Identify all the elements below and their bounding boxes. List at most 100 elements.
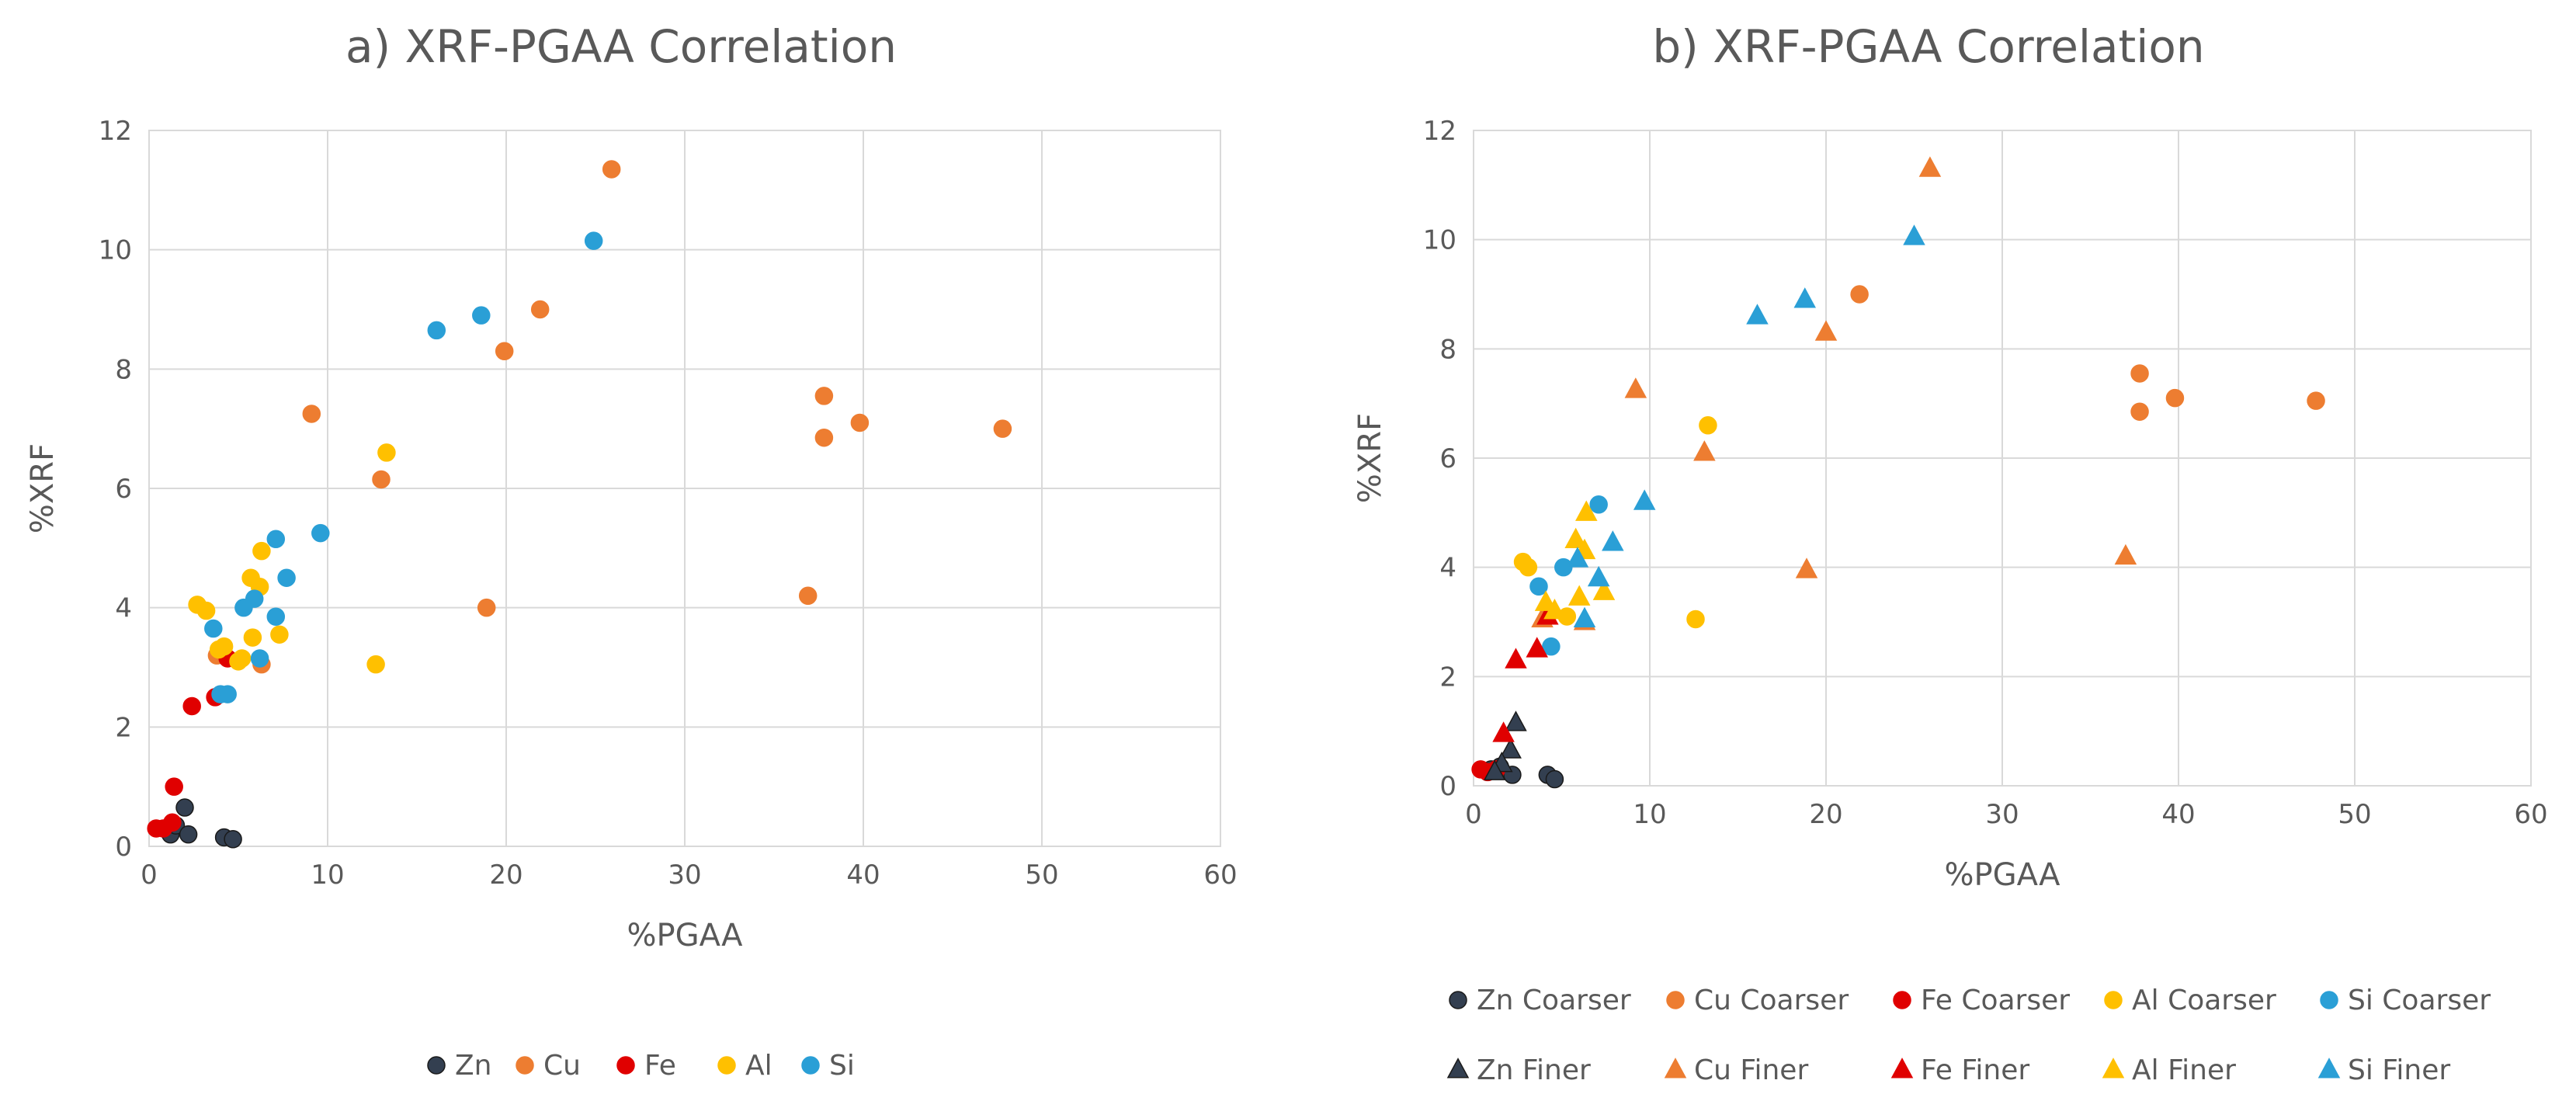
chart-b-y-axis-label: %XRF — [1352, 413, 1388, 503]
data-point — [182, 696, 201, 716]
data-point — [250, 649, 269, 668]
chart-a-y-tick-label: 4 — [115, 593, 132, 624]
legend-marker — [1893, 991, 1911, 1009]
chart-b-legend-entry: Zn Coarser — [1449, 985, 1631, 1016]
chart-a-legend-entry: Al — [717, 1050, 772, 1082]
legend-label: Cu Finer — [1694, 1054, 1808, 1086]
data-point — [204, 619, 223, 638]
chart-a-legend-entry: Fe — [616, 1050, 676, 1082]
legend-marker — [2320, 991, 2338, 1009]
chart-a-x-tick-label: 30 — [668, 860, 701, 891]
data-point — [175, 798, 194, 817]
chart-a-x-tick-label: 0 — [141, 860, 158, 891]
chart-b-title: b) XRF-PGAA Correlation — [1652, 20, 2204, 73]
legend-label: Si Finer — [2348, 1054, 2450, 1086]
legend-marker — [1446, 1058, 1470, 1078]
data-point — [1746, 304, 1769, 325]
chart-a-gridlines — [148, 130, 1221, 847]
data-point — [196, 601, 216, 620]
data-point — [1567, 585, 1591, 606]
chart-b-x-tick-label: 20 — [1809, 799, 1842, 830]
chart-b: b) XRF-PGAA Correlation 0 10 20 30 40 50 60 0 2 4 6… — [1281, 0, 2576, 1108]
chart-b-series-fe-finer — [1492, 604, 1559, 742]
chart-b-y-tick-label: 2 — [1439, 662, 1456, 693]
chart-b-gridlines — [1473, 130, 2532, 787]
chart-b-legend-entry: Fe Coarser — [1893, 985, 2070, 1016]
data-point — [2130, 364, 2149, 383]
data-point — [2130, 402, 2149, 421]
chart-b-y-tick-label: 12 — [1423, 116, 1456, 147]
chart-a-x-axis-label: %PGAA — [627, 918, 744, 953]
chart-a-svg: a) XRF-PGAA Correlation 0 10 20 30 40 50 60 0 2 4 6… — [25, 20, 1238, 1082]
data-point — [1545, 769, 1564, 789]
chart-b-x-tick-label: 60 — [2514, 799, 2547, 830]
legend-label: Al Finer — [2132, 1054, 2236, 1086]
data-point — [1573, 606, 1596, 627]
data-point — [163, 813, 182, 832]
data-point — [1505, 648, 1527, 669]
chart-b-series-cu-finer — [1531, 156, 2137, 630]
chart-b-series-zn-finer — [1483, 710, 1527, 780]
data-point — [1633, 489, 1656, 510]
legend-label: Fe — [644, 1050, 676, 1082]
chart-b-series-cu-coarser — [1850, 285, 2325, 421]
legend-label: Fe Coarser — [1921, 985, 2070, 1016]
data-point — [798, 586, 818, 606]
chart-a-x-tick-label: 20 — [489, 860, 522, 891]
chart-a-x-tick-label: 60 — [1203, 860, 1237, 891]
chart-a-y-tick-label: 10 — [99, 235, 132, 266]
legend-label: Fe Finer — [1921, 1054, 2029, 1086]
data-point — [1850, 285, 1869, 304]
data-point — [1483, 759, 1506, 780]
chart-b-legend-entry: Cu Finer — [1664, 1054, 1808, 1086]
chart-a-series-si — [204, 231, 603, 703]
chart-b-legend-entry: Si Finer — [2317, 1054, 2450, 1086]
data-point — [1624, 377, 1647, 398]
data-point — [232, 649, 252, 668]
chart-b-y-tick-label: 10 — [1423, 225, 1456, 256]
chart-a-x-tick-label: 50 — [1025, 860, 1058, 891]
chart-a-y-tick-label: 8 — [115, 354, 132, 385]
chart-b-y-tick-label: 8 — [1439, 334, 1456, 365]
data-point — [1903, 224, 1925, 245]
data-point — [377, 443, 396, 462]
data-point — [366, 655, 385, 674]
chart-b-x-tick-label: 0 — [1465, 799, 1482, 830]
data-point — [1492, 721, 1515, 742]
data-point — [1554, 557, 1573, 577]
data-point — [270, 625, 289, 644]
chart-a-y-tick-label: 12 — [99, 116, 132, 147]
legend-marker — [717, 1056, 736, 1075]
data-point — [165, 777, 183, 796]
data-point — [179, 825, 198, 844]
chart-b-y-tick-label: 6 — [1439, 443, 1456, 474]
chart-b-y-tick-label: 4 — [1439, 553, 1456, 584]
data-point — [1589, 495, 1608, 514]
data-point — [602, 160, 621, 179]
legend-label: Si — [829, 1050, 855, 1082]
legend-label: Si Coarser — [2348, 985, 2491, 1016]
data-point — [266, 607, 286, 626]
legend-label: Al Coarser — [2132, 985, 2276, 1016]
data-point — [1587, 565, 1610, 587]
legend-label: Zn Coarser — [1477, 985, 1631, 1016]
data-point — [302, 405, 321, 423]
data-point — [1699, 416, 1717, 435]
chart-a-series-fe — [147, 649, 237, 838]
chart-a-series-cu — [207, 160, 1012, 674]
chart-a-legend-entry: Cu — [516, 1050, 581, 1082]
chart-b-x-tick-label: 50 — [2338, 799, 2371, 830]
chart-b-series-al-finer — [1534, 500, 1616, 620]
chart-b-legend-entry: Fe Finer — [1890, 1054, 2029, 1086]
data-point — [993, 419, 1012, 438]
data-point — [1526, 637, 1548, 658]
data-point — [1918, 156, 1942, 177]
data-point — [1505, 710, 1527, 731]
legend-marker — [616, 1056, 635, 1075]
data-point — [214, 637, 234, 656]
chart-a-x-tick-label: 40 — [846, 860, 880, 891]
data-point — [472, 306, 491, 325]
data-point — [1602, 530, 1624, 551]
data-point — [311, 523, 330, 543]
data-point — [850, 413, 870, 432]
